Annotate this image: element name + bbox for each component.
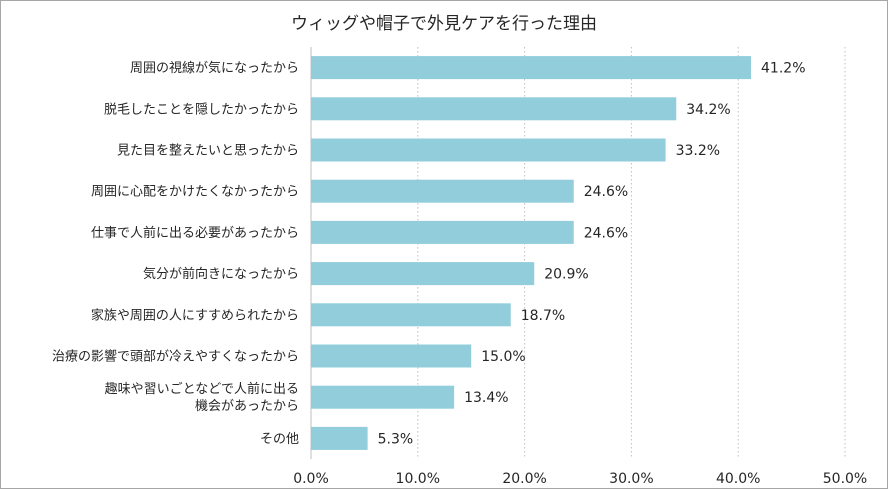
category-label-9: その他: [260, 432, 299, 447]
bar-5: [311, 262, 535, 286]
bar-8: [311, 385, 455, 409]
category-label-3: 周囲に心配をかけたくなかったから: [91, 185, 299, 200]
x-tick-label-0: 0.0%: [293, 471, 329, 487]
bar-0: [311, 56, 752, 80]
bar-1: [311, 97, 677, 121]
label-layer: 41.2% 周囲の視線が気になったから 34.2% 脱毛したことを隠したかったから 33…: [52, 60, 806, 447]
x-tick-label-5: 50.0%: [823, 471, 867, 487]
bar-3: [311, 179, 574, 203]
bar-layer: [311, 56, 752, 450]
value-label-6: 18.7%: [521, 308, 565, 324]
value-label-3: 24.6%: [584, 184, 628, 200]
value-label-1: 34.2%: [686, 102, 730, 118]
category-label-1: 脱毛したことを隠したかったから: [104, 102, 299, 117]
chart-title: ウィッグや帽子で外見ケアを行った理由: [291, 14, 597, 34]
x-tick-label-1: 10.0%: [396, 471, 440, 487]
bar-2: [311, 138, 666, 162]
value-label-8: 13.4%: [464, 390, 508, 406]
bar-7: [311, 344, 472, 368]
value-label-7: 15.0%: [481, 349, 525, 365]
value-label-5: 20.9%: [544, 267, 588, 283]
category-label-4: 仕事で人前に出る必要があったから: [91, 225, 299, 241]
category-label-6: 家族や周囲の人にすすめられたから: [91, 307, 299, 323]
category-label-7: 治療の影響で頭部が冷えやすくなったから: [52, 349, 299, 365]
tick-layer: 0.0% 10.0% 20.0% 30.0% 40.0% 50.0%: [293, 471, 867, 487]
value-label-9: 5.3%: [378, 431, 414, 447]
bar-4: [311, 220, 574, 244]
value-label-4: 24.6%: [584, 225, 628, 241]
category-label-5: 気分が前向きになったから: [143, 266, 299, 282]
category-label-0: 周囲の視線が気になったから: [130, 60, 299, 76]
category-label-2: 見た目を整えたいと思ったから: [117, 144, 299, 159]
category-label-8-line-0: 趣味や習いごとなどで人前に出る: [105, 381, 299, 397]
x-tick-label-4: 40.0%: [716, 471, 760, 487]
bar-6: [311, 303, 511, 327]
x-tick-label-2: 20.0%: [502, 471, 546, 487]
value-label-0: 41.2%: [761, 61, 805, 77]
category-label-8: 趣味や習いごとなどで人前に出る機会があったから: [105, 381, 299, 414]
bar-9: [311, 426, 368, 450]
category-label-8-line-1: 機会があったから: [195, 399, 299, 414]
x-tick-label-3: 30.0%: [609, 471, 653, 487]
value-label-2: 33.2%: [676, 143, 720, 159]
